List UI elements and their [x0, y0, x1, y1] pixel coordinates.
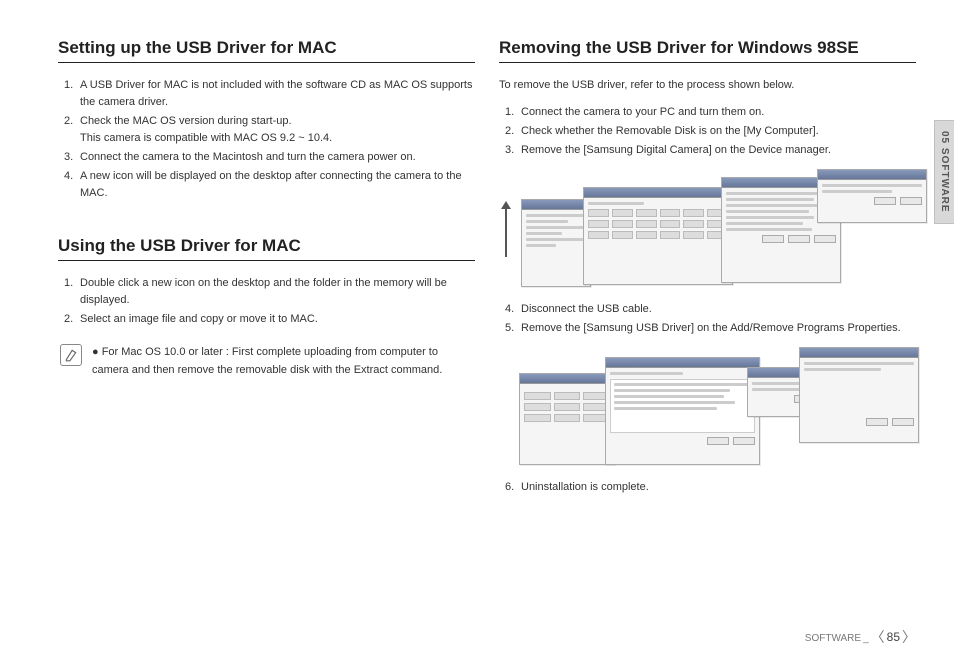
list-item: 6.Uninstallation is complete. — [505, 479, 916, 496]
section-title-setup-mac: Setting up the USB Driver for MAC — [58, 38, 475, 63]
section-title-using-mac: Using the USB Driver for MAC — [58, 236, 475, 261]
arrow-up-icon — [499, 201, 513, 257]
page-footer: SOFTWARE _ 〈 85 〉 — [805, 626, 916, 646]
footer-bracket-right: 〉 — [902, 627, 916, 647]
section-title-remove-win98: Removing the USB Driver for Windows 98SE — [499, 38, 916, 63]
list-item: 1.A USB Driver for MAC is not included w… — [64, 77, 475, 111]
list-item: 2.Check whether the Removable Disk is on… — [505, 123, 916, 140]
list-remove-a: 1.Connect the camera to your PC and turn… — [499, 104, 916, 159]
list-item: 2.Check the MAC OS version during start-… — [64, 113, 475, 147]
list-remove-c: 6.Uninstallation is complete. — [499, 479, 916, 496]
screenshot-window — [605, 357, 760, 465]
screenshot-dialog — [817, 169, 927, 223]
list-remove-b: 4.Disconnect the USB cable. 5.Remove the… — [499, 301, 916, 337]
list-setup-mac: 1.A USB Driver for MAC is not included w… — [58, 77, 475, 202]
screenshot-window — [519, 373, 615, 465]
section-tab: 05 SOFTWARE — [934, 120, 954, 224]
list-item: 1.Double click a new icon on the desktop… — [64, 275, 475, 309]
footer-bracket-left: 〈 — [871, 627, 885, 647]
list-item: 4.A new icon will be displayed on the de… — [64, 168, 475, 202]
list-item: 4.Disconnect the USB cable. — [505, 301, 916, 318]
list-item: 1.Connect the camera to your PC and turn… — [505, 104, 916, 121]
note-text: ● For Mac OS 10.0 or later : First compl… — [92, 344, 475, 378]
note-box: ● For Mac OS 10.0 or later : First compl… — [58, 344, 475, 378]
list-item: 2.Select an image file and copy or move … — [64, 311, 475, 328]
list-using-mac: 1.Double click a new icon on the desktop… — [58, 275, 475, 328]
screenshot-window — [521, 199, 591, 287]
list-item: 3.Remove the [Samsung Digital Camera] on… — [505, 142, 916, 159]
right-column: Removing the USB Driver for Windows 98SE… — [499, 38, 916, 498]
footer-underscore: _ — [863, 633, 869, 644]
footer-label: SOFTWARE — [805, 633, 861, 644]
left-column: Setting up the USB Driver for MAC 1.A US… — [58, 38, 475, 498]
screenshot-cluster-2 — [499, 347, 916, 467]
page-number: 85 — [887, 630, 900, 644]
list-item: 5.Remove the [Samsung USB Driver] on the… — [505, 320, 916, 337]
list-item: 3.Connect the camera to the Macintosh an… — [64, 149, 475, 166]
screenshot-window — [799, 347, 919, 443]
screenshot-cluster-1 — [499, 169, 916, 289]
intro-text: To remove the USB driver, refer to the p… — [499, 77, 916, 94]
note-icon — [60, 344, 82, 366]
screenshot-window — [583, 187, 733, 285]
